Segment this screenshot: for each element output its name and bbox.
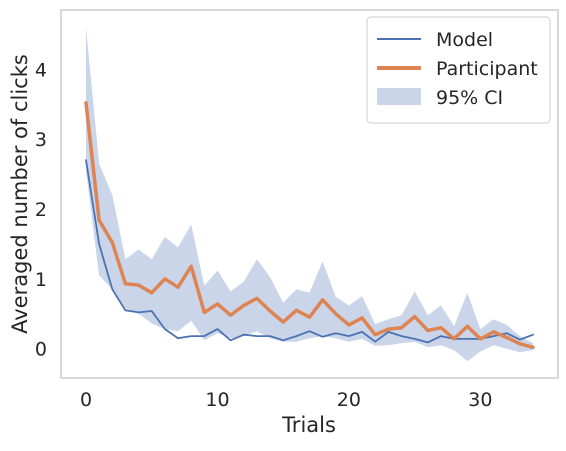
legend-model-label: Model	[436, 29, 493, 51]
model-series-line	[85, 159, 534, 344]
y-tick-label: 1	[35, 269, 47, 291]
y-tick-label: 4	[35, 59, 47, 81]
x-axis-label: Trials	[281, 413, 336, 437]
x-tick-label: 10	[205, 389, 229, 411]
y-tick-labels: 0 1 2 3 4	[35, 59, 47, 360]
x-tick-label: 0	[80, 389, 92, 411]
confidence-band-layer	[86, 27, 533, 362]
participant-series-line	[84, 101, 535, 350]
legend-participant-label: Participant	[436, 58, 538, 80]
y-axis-label: Averaged number of clicks	[8, 54, 32, 334]
y-tick-label: 3	[35, 129, 47, 151]
y-tick-label: 0	[35, 339, 47, 361]
x-tick-label: 30	[468, 389, 492, 411]
legend-ci-swatch	[377, 88, 421, 105]
series-lines-layer	[84, 101, 535, 350]
legend: Model Participant 95% CI	[366, 16, 551, 124]
x-tick-labels: 0 10 20 30	[80, 389, 493, 411]
legend-ci-label: 95% CI	[436, 87, 503, 109]
x-tick-label: 20	[337, 389, 361, 411]
ci-band	[86, 27, 533, 362]
y-tick-label: 2	[35, 199, 47, 221]
